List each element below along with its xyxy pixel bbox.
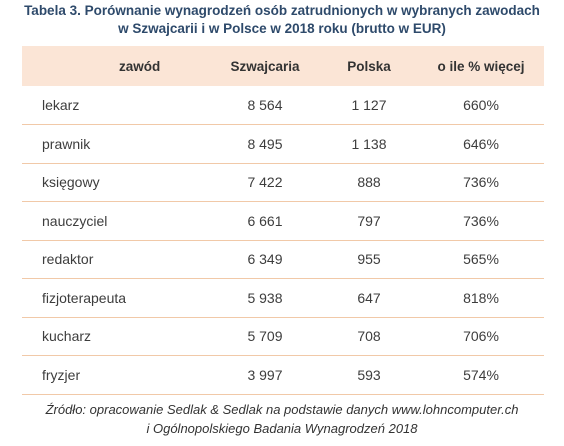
- cell-job: nauczyciel: [42, 212, 108, 229]
- table-row: fryzjer 3 997 593 574%: [22, 356, 544, 394]
- cell-poland: 1 138: [351, 135, 387, 152]
- source-line-2: i Ogólnopolskiego Badania Wynagrodzeń 20…: [146, 421, 418, 436]
- cell-switzerland: 3 997: [247, 366, 283, 383]
- table-row: kucharz 5 709 708 706%: [22, 317, 544, 356]
- table-number: Tabela 3.: [24, 3, 81, 18]
- table-row: redaktor 6 349 955 565%: [22, 240, 544, 279]
- cell-percent: 660%: [463, 97, 499, 113]
- cell-switzerland: 7 422: [247, 174, 283, 191]
- cell-poland: 797: [357, 212, 381, 229]
- cell-percent: 574%: [463, 366, 499, 383]
- cell-poland: 888: [357, 174, 381, 191]
- header-percent-more: o ile % więcej: [437, 58, 525, 74]
- salary-comparison-table: zawód Szwajcaria Polska o ile % więcej l…: [22, 46, 544, 395]
- table-title-line-1: Tabela 3. Porównanie wynagrodzeń osób za…: [0, 2, 564, 20]
- cell-job: redaktor: [42, 251, 94, 268]
- cell-switzerland: 8 564: [247, 97, 283, 113]
- cell-poland: 1 127: [351, 97, 387, 113]
- cell-poland: 708: [357, 328, 381, 345]
- cell-job: księgowy: [42, 174, 100, 191]
- source-note: Źródło: opracowanie Sedlak & Sedlak na p…: [0, 400, 564, 438]
- cell-percent: 736%: [463, 174, 499, 191]
- cell-switzerland: 6 349: [247, 251, 283, 268]
- cell-job: lekarz: [42, 97, 80, 113]
- cell-poland: 647: [357, 289, 381, 306]
- cell-percent: 646%: [463, 135, 499, 152]
- cell-switzerland: 5 709: [247, 328, 283, 345]
- table-row: lekarz 8 564 1 127 660%: [22, 86, 544, 125]
- table-header-row: zawód Szwajcaria Polska o ile % więcej: [22, 46, 544, 86]
- cell-job: fryzjer: [42, 366, 81, 383]
- cell-switzerland: 6 661: [247, 212, 283, 229]
- table-row: fizjoterapeuta 5 938 647 818%: [22, 279, 544, 317]
- cell-poland: 955: [357, 251, 381, 268]
- header-switzerland: Szwajcaria: [230, 58, 300, 74]
- header-job: zawód: [119, 58, 161, 74]
- cell-percent: 706%: [463, 328, 499, 345]
- cell-percent: 565%: [463, 251, 499, 268]
- table-title-line-2: w Szwajcarii i w Polsce w 2018 roku (bru…: [118, 21, 446, 36]
- cell-job: fizjoterapeuta: [42, 289, 127, 306]
- table-row: prawnik 8 495 1 138 646%: [22, 125, 544, 163]
- source-line-1: Źródło: opracowanie Sedlak & Sedlak na p…: [45, 402, 519, 417]
- cell-poland: 593: [357, 366, 381, 383]
- table-row: księgowy 7 422 888 736%: [22, 163, 544, 202]
- cell-job: prawnik: [42, 135, 91, 152]
- table-title-text-1: Porównanie wynagrodzeń osób zatrudnionyc…: [84, 3, 540, 18]
- header-poland: Polska: [347, 58, 391, 74]
- cell-job: kucharz: [42, 328, 92, 345]
- cell-switzerland: 5 938: [247, 289, 283, 306]
- cell-percent: 736%: [463, 212, 499, 229]
- table-row: nauczyciel 6 661 797 736%: [22, 202, 544, 240]
- table-title: Tabela 3. Porównanie wynagrodzeń osób za…: [0, 2, 564, 38]
- cell-switzerland: 8 495: [247, 135, 283, 152]
- cell-percent: 818%: [463, 289, 499, 306]
